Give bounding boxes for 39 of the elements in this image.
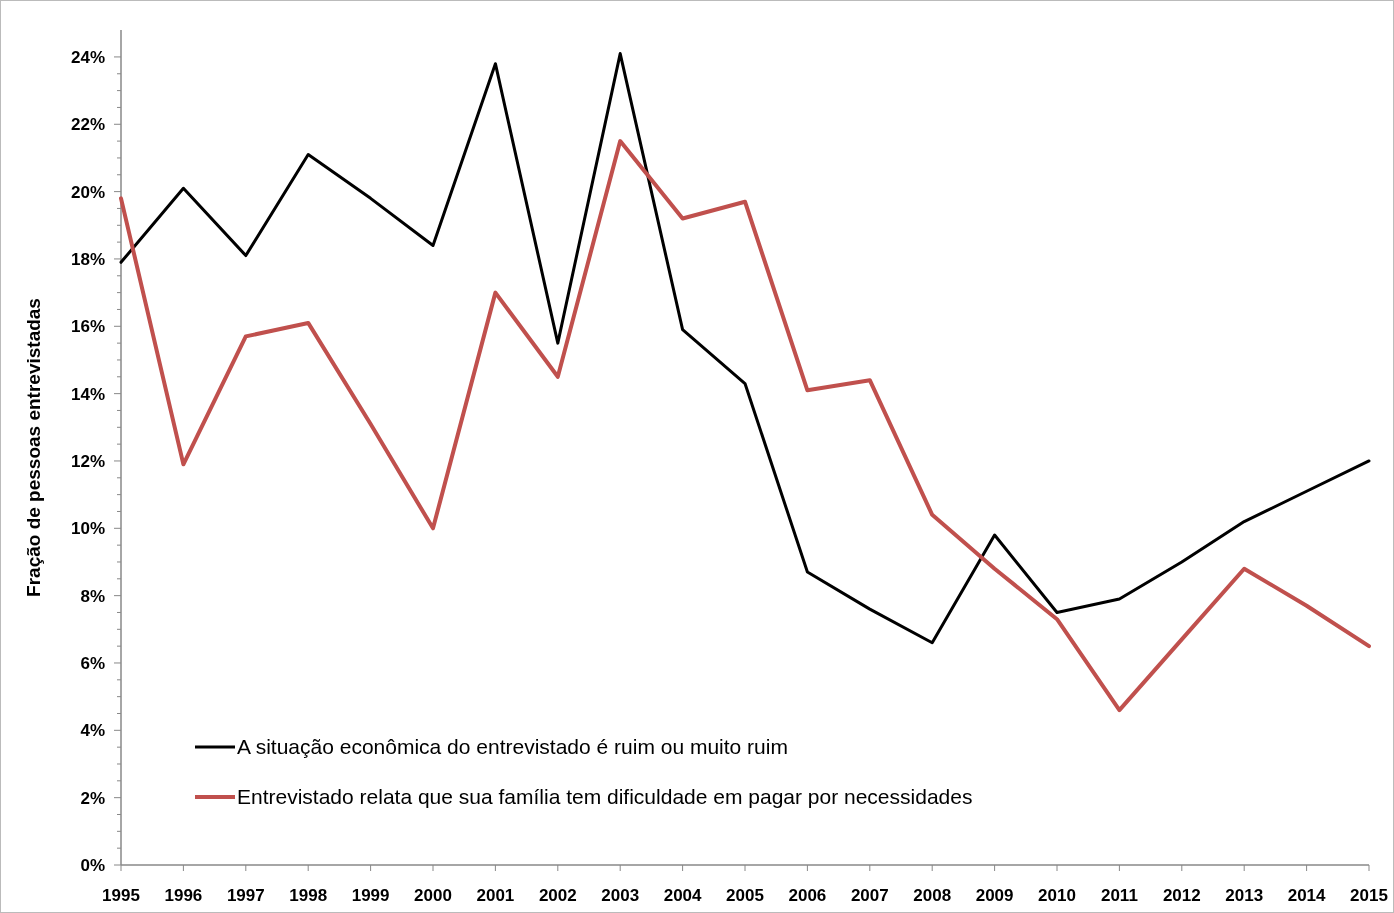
x-tick-label: 2009: [975, 886, 1014, 905]
x-tick-label: 2000: [414, 886, 452, 905]
y-tick-label: 24%: [70, 47, 105, 67]
x-tick-label: 1997: [226, 886, 265, 905]
x-tick-label: 1998: [289, 886, 328, 905]
y-tick-label: 2%: [80, 788, 105, 808]
x-tick-label: 2011: [1100, 886, 1138, 905]
y-tick-label: 10%: [70, 519, 105, 539]
x-tick-label: 2012: [1162, 886, 1201, 905]
y-tick-label: 0%: [80, 855, 105, 875]
line-series: [119, 52, 1371, 645]
x-tick-label: 2015: [1350, 886, 1388, 905]
y-tick-label: 20%: [70, 182, 105, 202]
x-tick-label: 1999: [351, 886, 390, 905]
x-tick-label: 2013: [1225, 886, 1264, 905]
line-series: [119, 139, 1371, 713]
y-tick-label: 16%: [70, 317, 105, 337]
x-tick-label: 1996: [164, 886, 203, 905]
y-tick-label: 18%: [70, 249, 105, 269]
x-tick-label: 2008: [913, 886, 952, 905]
x-tick-label: 2006: [788, 886, 827, 905]
y-tick-label: 14%: [70, 384, 105, 404]
y-tick-label: 8%: [80, 586, 105, 606]
x-tick-label: 2010: [1038, 886, 1076, 905]
y-tick-label: 12%: [70, 451, 105, 471]
y-tick-label: 22%: [70, 115, 105, 135]
y-axis-title: Fração de pessoas entrevistadas: [23, 298, 44, 597]
x-tick-label: 2003: [601, 886, 640, 905]
y-tick-label: 4%: [80, 721, 105, 741]
x-tick-label: 2001: [476, 886, 515, 905]
x-tick-label: 2014: [1287, 886, 1327, 905]
x-tick-label: 2007: [850, 886, 889, 905]
x-tick-label: 2005: [726, 886, 764, 905]
x-tick-label: 1995: [102, 886, 140, 905]
x-tick-label: 2004: [663, 886, 703, 905]
legend-label: Entrevistado relata que sua família tem dificuldade em pagar por necessidades: [237, 785, 973, 809]
x-tick-label: 2002: [538, 886, 577, 905]
legend-label: A situação econômica do entrevistado é ruim ou muito ruim: [237, 735, 788, 759]
y-tick-label: 6%: [80, 653, 105, 673]
